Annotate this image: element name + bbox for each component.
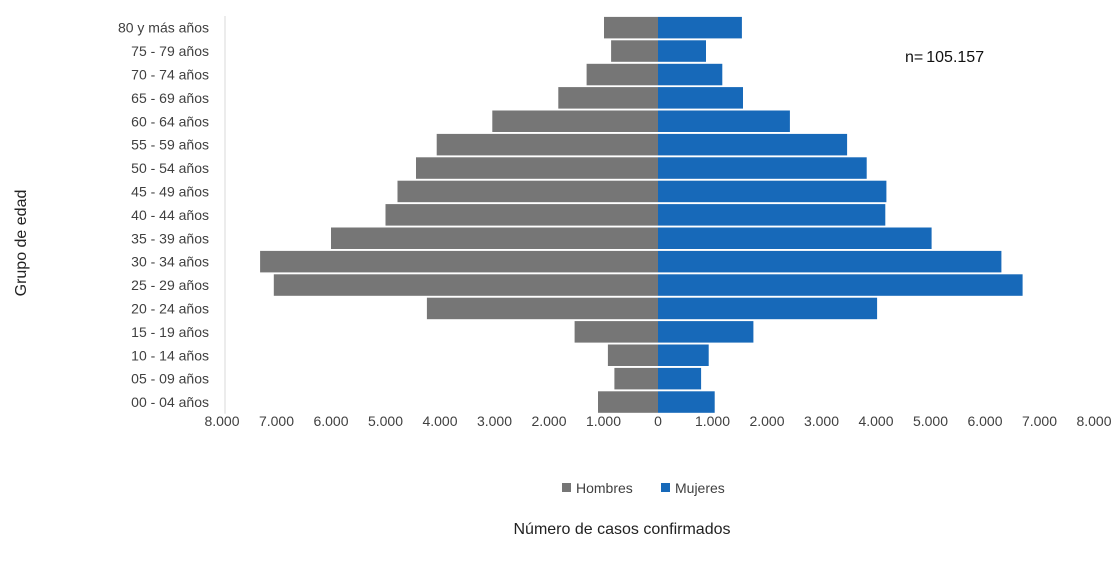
bar-hombres-60-64-a-os: [492, 110, 658, 132]
bars-layer: [260, 16, 1023, 413]
bar-hombres-50-54-a-os: [416, 157, 658, 179]
x-tick-label: 7.000: [259, 413, 294, 429]
category-labels: 00 - 04 años 05 - 09 años 10 - 14 años 15 -…: [118, 20, 209, 410]
bar-mujeres-15-19-a-os: [658, 321, 754, 343]
x-tick-label: 2.000: [749, 413, 784, 429]
bar-mujeres-50-54-a-os: [658, 157, 867, 179]
x-tick-label: 2.000: [531, 413, 566, 429]
bar-hombres-45-49-a-os: [397, 180, 658, 203]
category-label-80-y-m-s-a-os: 80 y más años: [118, 20, 209, 36]
bar-mujeres-30-34-a-os: [658, 250, 1002, 273]
sample-size-value: 105.157: [926, 49, 984, 66]
x-tick-label: 1.000: [586, 413, 621, 429]
bar-hombres-80-y-m-s-a-os: [604, 16, 658, 39]
bar-hombres-55-59-a-os: [436, 133, 658, 156]
bar-mujeres-35-39-a-os: [658, 227, 932, 249]
category-label-60-64-a-os: 60 - 64 años: [131, 113, 209, 129]
category-label-45-49-a-os: 45 - 49 años: [131, 184, 209, 200]
bar-hombres-20-24-a-os: [426, 297, 658, 320]
bar-mujeres-55-59-a-os: [658, 133, 848, 156]
bar-mujeres-10-14-a-os: [658, 344, 709, 366]
x-tick-label: 3.000: [804, 413, 839, 429]
category-label-75-79-a-os: 75 - 79 años: [131, 43, 209, 59]
bar-mujeres-20-24-a-os: [658, 297, 878, 320]
x-tick-label: 1.000: [695, 413, 730, 429]
x-tick-label: 8.000: [1076, 413, 1111, 429]
bar-hombres-05-09-a-os: [614, 367, 658, 390]
x-tick-label: 4.000: [422, 413, 457, 429]
category-label-35-39-a-os: 35 - 39 años: [131, 230, 209, 246]
category-label-55-59-a-os: 55 - 59 años: [131, 137, 209, 153]
bar-mujeres-70-74-a-os: [658, 63, 723, 86]
bar-mujeres-45-49-a-os: [658, 180, 887, 203]
category-label-10-14-a-os: 10 - 14 años: [131, 347, 209, 363]
sample-size-prefix: n=: [905, 49, 923, 66]
category-label-00-04-a-os: 00 - 04 años: [131, 394, 209, 410]
sample-size-annotation: n= 105.157: [905, 49, 984, 66]
bar-mujeres-05-09-a-os: [658, 367, 702, 390]
bar-hombres-75-79-a-os: [611, 40, 658, 62]
x-tick-label: 5.000: [913, 413, 948, 429]
bar-mujeres-75-79-a-os: [658, 40, 706, 62]
bar-hombres-35-39-a-os: [331, 227, 658, 249]
category-label-15-19-a-os: 15 - 19 años: [131, 324, 209, 340]
category-label-70-74-a-os: 70 - 74 años: [131, 67, 209, 83]
bar-hombres-10-14-a-os: [607, 344, 658, 366]
category-label-20-24-a-os: 20 - 24 años: [131, 301, 209, 317]
category-label-25-29-a-os: 25 - 29 años: [131, 277, 209, 293]
bar-hombres-30-34-a-os: [260, 250, 658, 273]
x-tick-label: 0: [654, 413, 662, 429]
legend-label-mujeres: Mujeres: [675, 480, 725, 496]
bar-hombres-65-69-a-os: [558, 87, 658, 109]
category-label-65-69-a-os: 65 - 69 años: [131, 90, 209, 106]
category-label-50-54-a-os: 50 - 54 años: [131, 160, 209, 176]
x-tick-label: 6.000: [967, 413, 1002, 429]
category-label-05-09-a-os: 05 - 09 años: [131, 371, 209, 387]
x-tick-label: 6.000: [313, 413, 348, 429]
x-tick-label: 3.000: [477, 413, 512, 429]
x-axis-title: Número de casos confirmados: [514, 521, 731, 538]
x-tick-label: 7.000: [1022, 413, 1057, 429]
x-tick-label: 8.000: [204, 413, 239, 429]
bar-mujeres-80-y-m-s-a-os: [658, 16, 742, 39]
x-tick-labels: 8.000 7.000 6.000 5.000 4.000 3.000 2.000 1.000…: [204, 413, 1111, 429]
bar-hombres-25-29-a-os: [273, 274, 658, 296]
x-tick-label: 4.000: [858, 413, 893, 429]
legend-swatch-mujeres: [661, 483, 670, 492]
x-tick-label: 5.000: [368, 413, 403, 429]
bar-mujeres-25-29-a-os: [658, 274, 1023, 296]
category-label-40-44-a-os: 40 - 44 años: [131, 207, 209, 223]
bar-hombres-70-74-a-os: [586, 63, 658, 86]
bar-hombres-15-19-a-os: [574, 321, 658, 343]
category-label-30-34-a-os: 30 - 34 años: [131, 254, 209, 270]
bar-hombres-40-44-a-os: [385, 204, 658, 226]
bar-mujeres-65-69-a-os: [658, 87, 743, 109]
legend-swatch-hombres: [562, 483, 571, 492]
legend: Hombres Mujeres: [562, 480, 725, 496]
legend-label-hombres: Hombres: [576, 480, 633, 496]
bar-hombres-00-04-a-os: [598, 391, 658, 413]
bar-mujeres-60-64-a-os: [658, 110, 790, 132]
bar-mujeres-00-04-a-os: [658, 391, 715, 413]
bar-mujeres-40-44-a-os: [658, 204, 886, 226]
y-axis-title: Grupo de edad: [13, 190, 30, 297]
